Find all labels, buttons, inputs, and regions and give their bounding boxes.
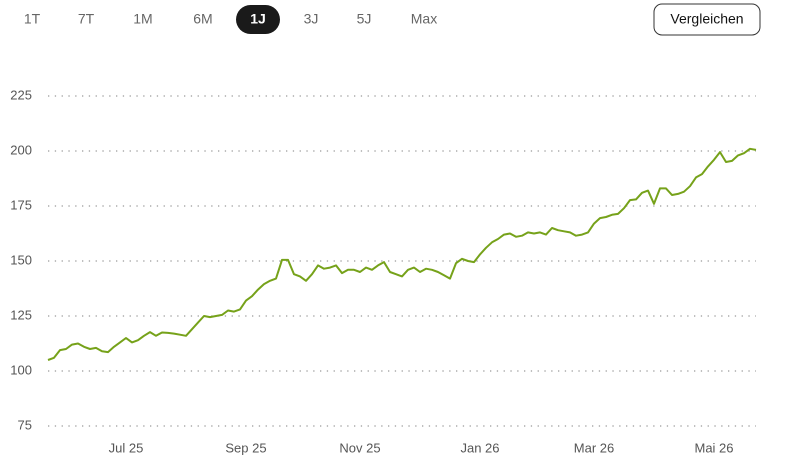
range-button[interactable]: Max	[411, 11, 437, 27]
x-tick-label: Mar 26	[574, 440, 614, 455]
range-button[interactable]: 6M	[193, 11, 212, 27]
range-button[interactable]: 7T	[78, 11, 95, 27]
y-tick-label: 150	[10, 252, 32, 267]
y-tick-label: 100	[10, 362, 32, 377]
x-tick-label: Jan 26	[460, 440, 499, 455]
range-button[interactable]: 3J	[304, 11, 319, 27]
range-button[interactable]: 5J	[357, 11, 372, 27]
x-tick-label: Nov 25	[339, 440, 380, 455]
range-pill[interactable]	[236, 5, 280, 34]
x-tick-label: Jul 25	[109, 440, 144, 455]
compare-button[interactable]	[653, 3, 761, 36]
y-tick-label: 75	[18, 417, 32, 432]
y-tick-label: 175	[10, 197, 32, 212]
compare-label[interactable]: Vergleichen	[670, 11, 743, 27]
x-tick-label: Mai 26	[694, 440, 733, 455]
range-button[interactable]: 1J	[250, 11, 266, 27]
price-line	[47, 147, 757, 361]
range-button[interactable]: 1T	[24, 11, 41, 27]
y-tick-label: 225	[10, 87, 32, 102]
x-tick-label: Sep 25	[225, 440, 266, 455]
range-button[interactable]: 1M	[133, 11, 152, 27]
y-tick-label: 125	[10, 307, 32, 322]
y-tick-label: 200	[10, 142, 32, 157]
